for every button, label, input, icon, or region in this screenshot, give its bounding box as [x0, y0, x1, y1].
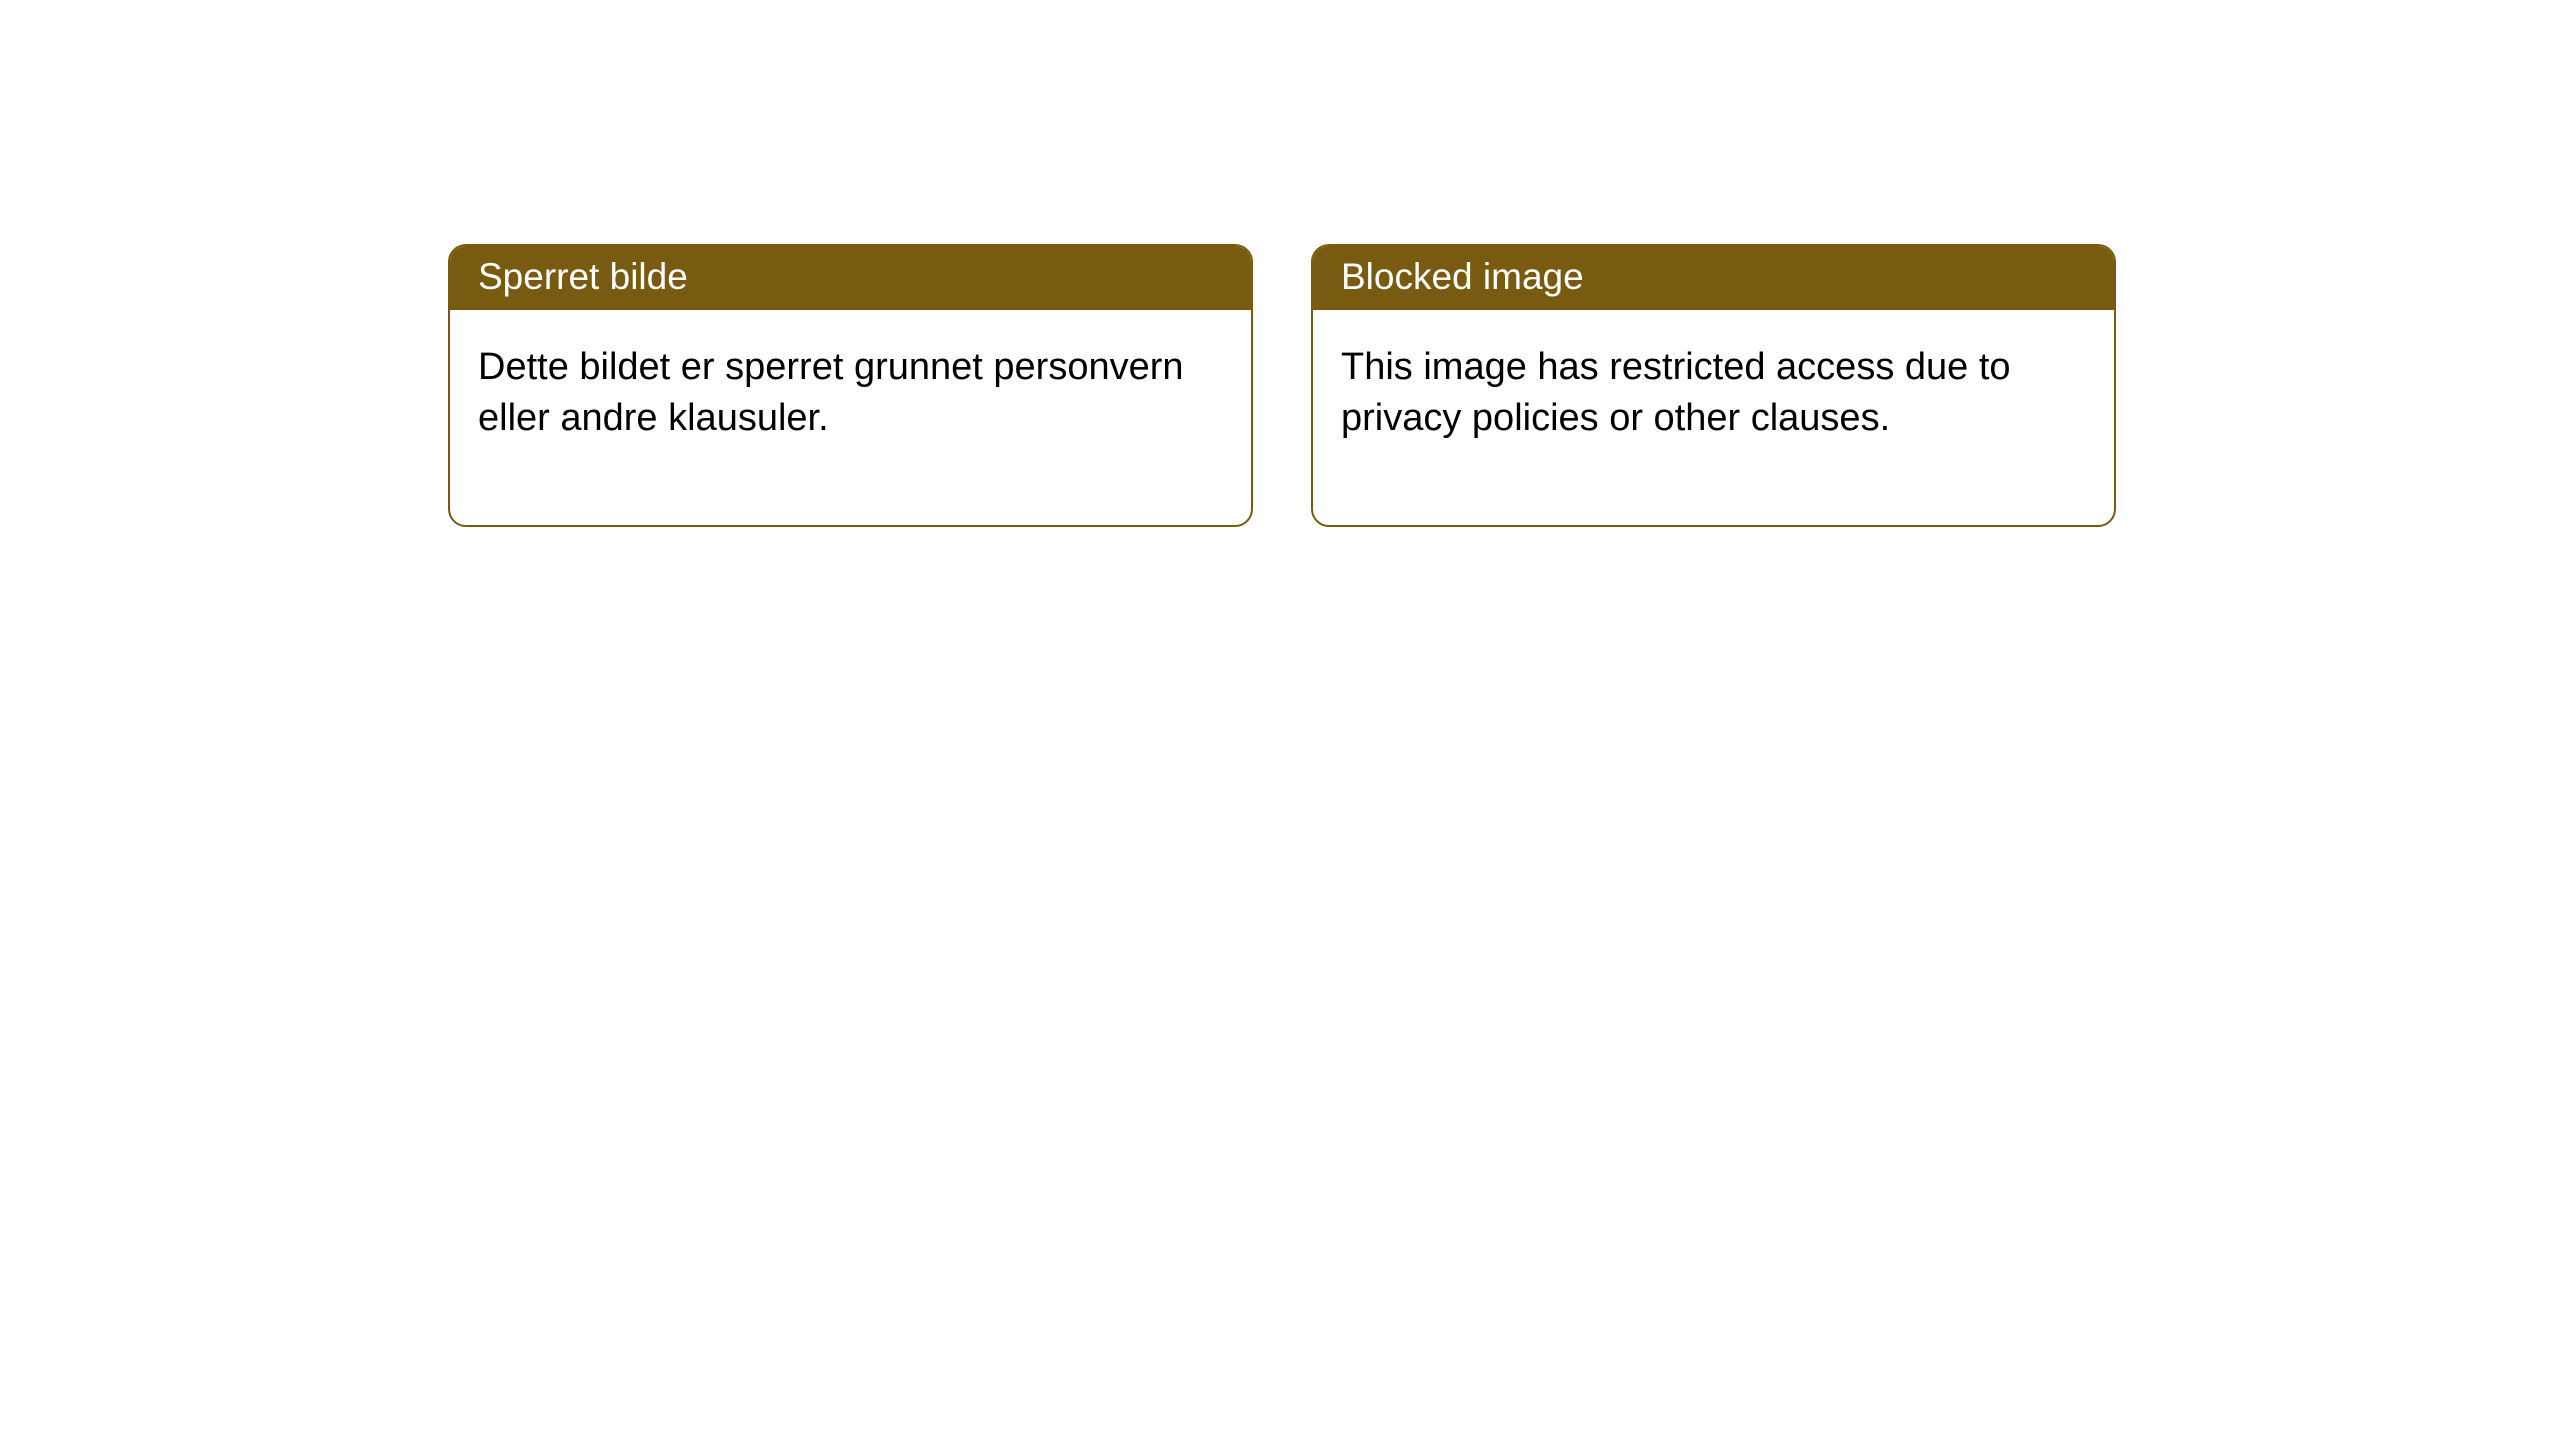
card-body: Dette bildet er sperret grunnet personve…	[450, 310, 1251, 525]
card-title: Sperret bilde	[478, 256, 688, 297]
card-body-text: Dette bildet er sperret grunnet personve…	[478, 346, 1184, 439]
notice-card-norwegian: Sperret bilde Dette bildet er sperret gr…	[448, 244, 1253, 527]
notice-container: Sperret bilde Dette bildet er sperret gr…	[0, 0, 2560, 527]
card-body: This image has restricted access due to …	[1313, 310, 2114, 525]
card-body-text: This image has restricted access due to …	[1341, 346, 2011, 439]
card-title: Blocked image	[1341, 256, 1584, 297]
notice-card-english: Blocked image This image has restricted …	[1311, 244, 2116, 527]
card-header: Sperret bilde	[450, 246, 1251, 310]
card-header: Blocked image	[1313, 246, 2114, 310]
